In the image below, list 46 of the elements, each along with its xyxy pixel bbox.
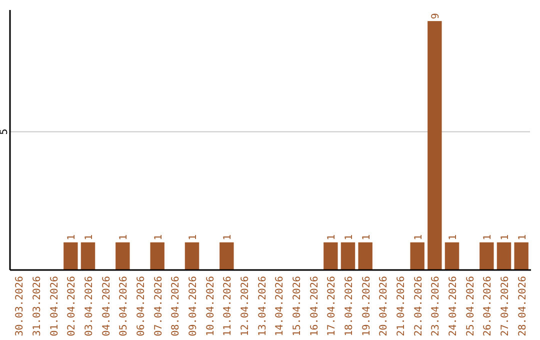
x-tick-label: 24.04.2026: [448, 276, 459, 336]
x-tick-label: 09.04.2026: [188, 276, 199, 336]
x-tick-label: 25.04.2026: [465, 276, 476, 336]
x-tick-label: 06.04.2026: [136, 276, 147, 336]
x-tick-label: 10.04.2026: [205, 276, 216, 336]
data-label: 1: [361, 234, 372, 240]
x-tick-label: 14.04.2026: [274, 276, 286, 336]
x-tick-label: 20.04.2026: [378, 276, 390, 336]
x-tick-label: 02.04.2026: [66, 276, 78, 336]
x-tick-label: 01.04.2026: [49, 276, 60, 336]
data-label: 1: [118, 234, 130, 240]
data-label: 1: [153, 234, 164, 240]
data-label: 1: [326, 234, 338, 240]
data-label: 1: [500, 234, 511, 240]
x-tick-label: 17.04.2026: [326, 276, 338, 336]
y-tick-label: 5: [0, 128, 10, 135]
x-tick-label: 27.04.2026: [500, 276, 511, 336]
data-label: 1: [448, 234, 459, 240]
data-label: 1: [482, 234, 494, 240]
x-tick-label: 19.04.2026: [361, 276, 372, 336]
x-tick-label: 03.04.2026: [84, 276, 95, 336]
x-tick-label: 30.03.2026: [14, 276, 26, 336]
data-label: 1: [66, 234, 78, 240]
x-tick-label: 04.04.2026: [101, 276, 112, 336]
x-tick-label: 11.04.2026: [222, 276, 234, 336]
x-tick-label: 18.04.2026: [344, 276, 355, 336]
data-label: 1: [344, 234, 355, 240]
x-tick-label: 28.04.2026: [517, 276, 528, 336]
x-tick-label: 22.04.2026: [413, 276, 424, 336]
x-tick-label: 08.04.2026: [170, 276, 182, 336]
data-label: 1: [84, 234, 95, 240]
x-tick-label: 07.04.2026: [153, 276, 164, 336]
data-label: 1: [222, 234, 234, 240]
x-tick-label: 31.03.2026: [32, 276, 43, 336]
data-label: 1: [517, 234, 528, 240]
x-tick-label: 05.04.2026: [118, 276, 130, 336]
x-tick-label: 23.04.2026: [430, 276, 442, 336]
x-tick-label: 12.04.2026: [240, 276, 251, 336]
x-tick-label: 26.04.2026: [482, 276, 494, 336]
x-tick-label: 13.04.2026: [257, 276, 268, 336]
x-tick-label: 16.04.2026: [309, 276, 320, 336]
data-label: 1: [413, 234, 424, 240]
data-label: 1: [188, 234, 199, 240]
x-tick-label: 15.04.2026: [292, 276, 303, 336]
x-tick-label: 21.04.2026: [396, 276, 407, 336]
data-label: 9: [430, 13, 442, 20]
